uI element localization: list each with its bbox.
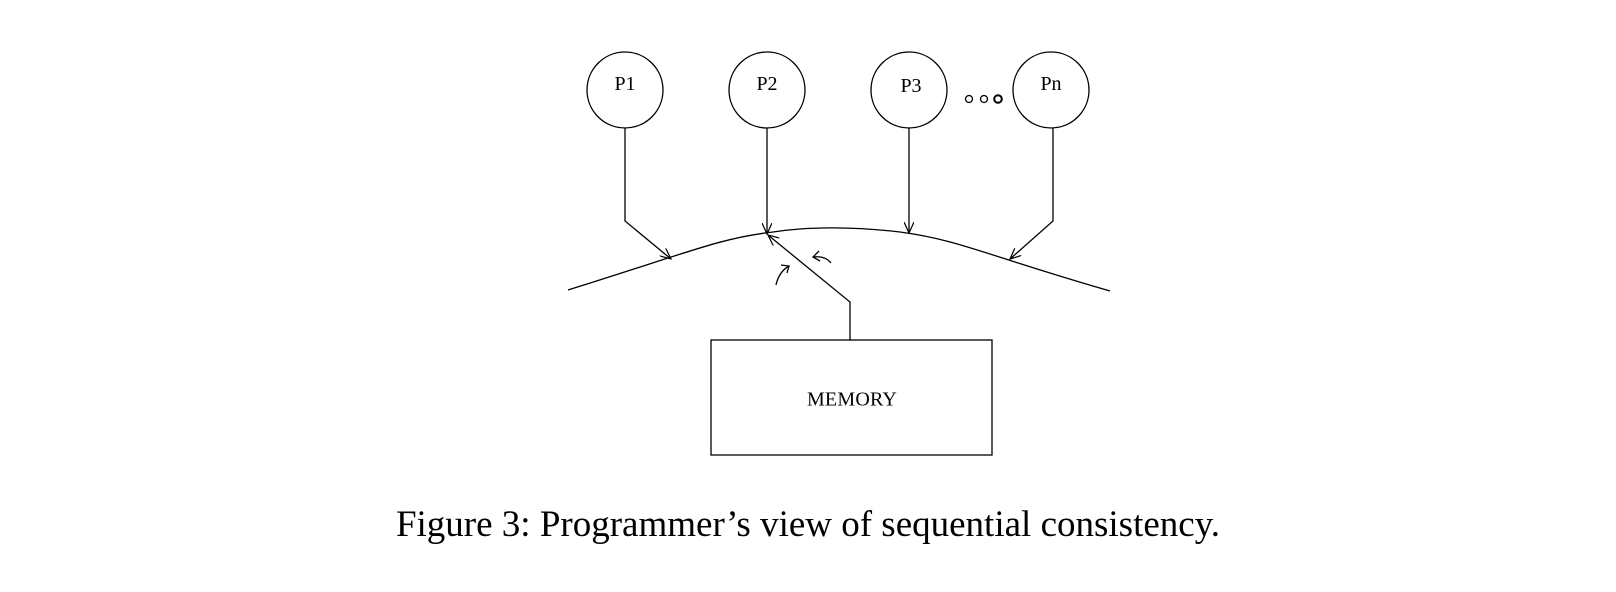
switch-curve <box>567 227 1111 292</box>
memory-label: MEMORY <box>807 389 897 411</box>
processor-pn-label: Pn <box>1040 73 1061 95</box>
memory-box <box>710 339 993 456</box>
switch-rotation-arrows <box>775 250 832 286</box>
processor-pn-circle <box>1012 51 1090 129</box>
processor-p3: P3 <box>870 51 948 129</box>
rotation-arrow-left-head <box>780 264 790 274</box>
processor-p1-label: P1 <box>614 73 635 95</box>
processor-p2-label: P2 <box>756 73 777 95</box>
ellipsis-dots <box>964 94 1003 104</box>
processor-pn: Pn <box>1012 51 1090 129</box>
rotation-arrow-right-head <box>811 250 821 262</box>
memory-connection-arrow <box>768 235 851 340</box>
rotation-arrow-left <box>775 265 790 286</box>
p1-connection-arrow <box>624 128 671 259</box>
memory-block: MEMORY <box>710 339 993 456</box>
pn-connection-arrow <box>1010 128 1054 259</box>
ellipsis-dot <box>993 94 1003 104</box>
ellipsis-dot <box>964 94 974 104</box>
processor-p3-label: P3 <box>900 75 921 97</box>
figure-caption: Figure 3: Programmer’s view of sequentia… <box>395 504 1221 545</box>
processor-p1: P1 <box>586 51 664 129</box>
rotation-arrow-right <box>812 256 832 264</box>
ellipsis-dot <box>979 94 989 104</box>
processor-p2: P2 <box>728 51 806 129</box>
